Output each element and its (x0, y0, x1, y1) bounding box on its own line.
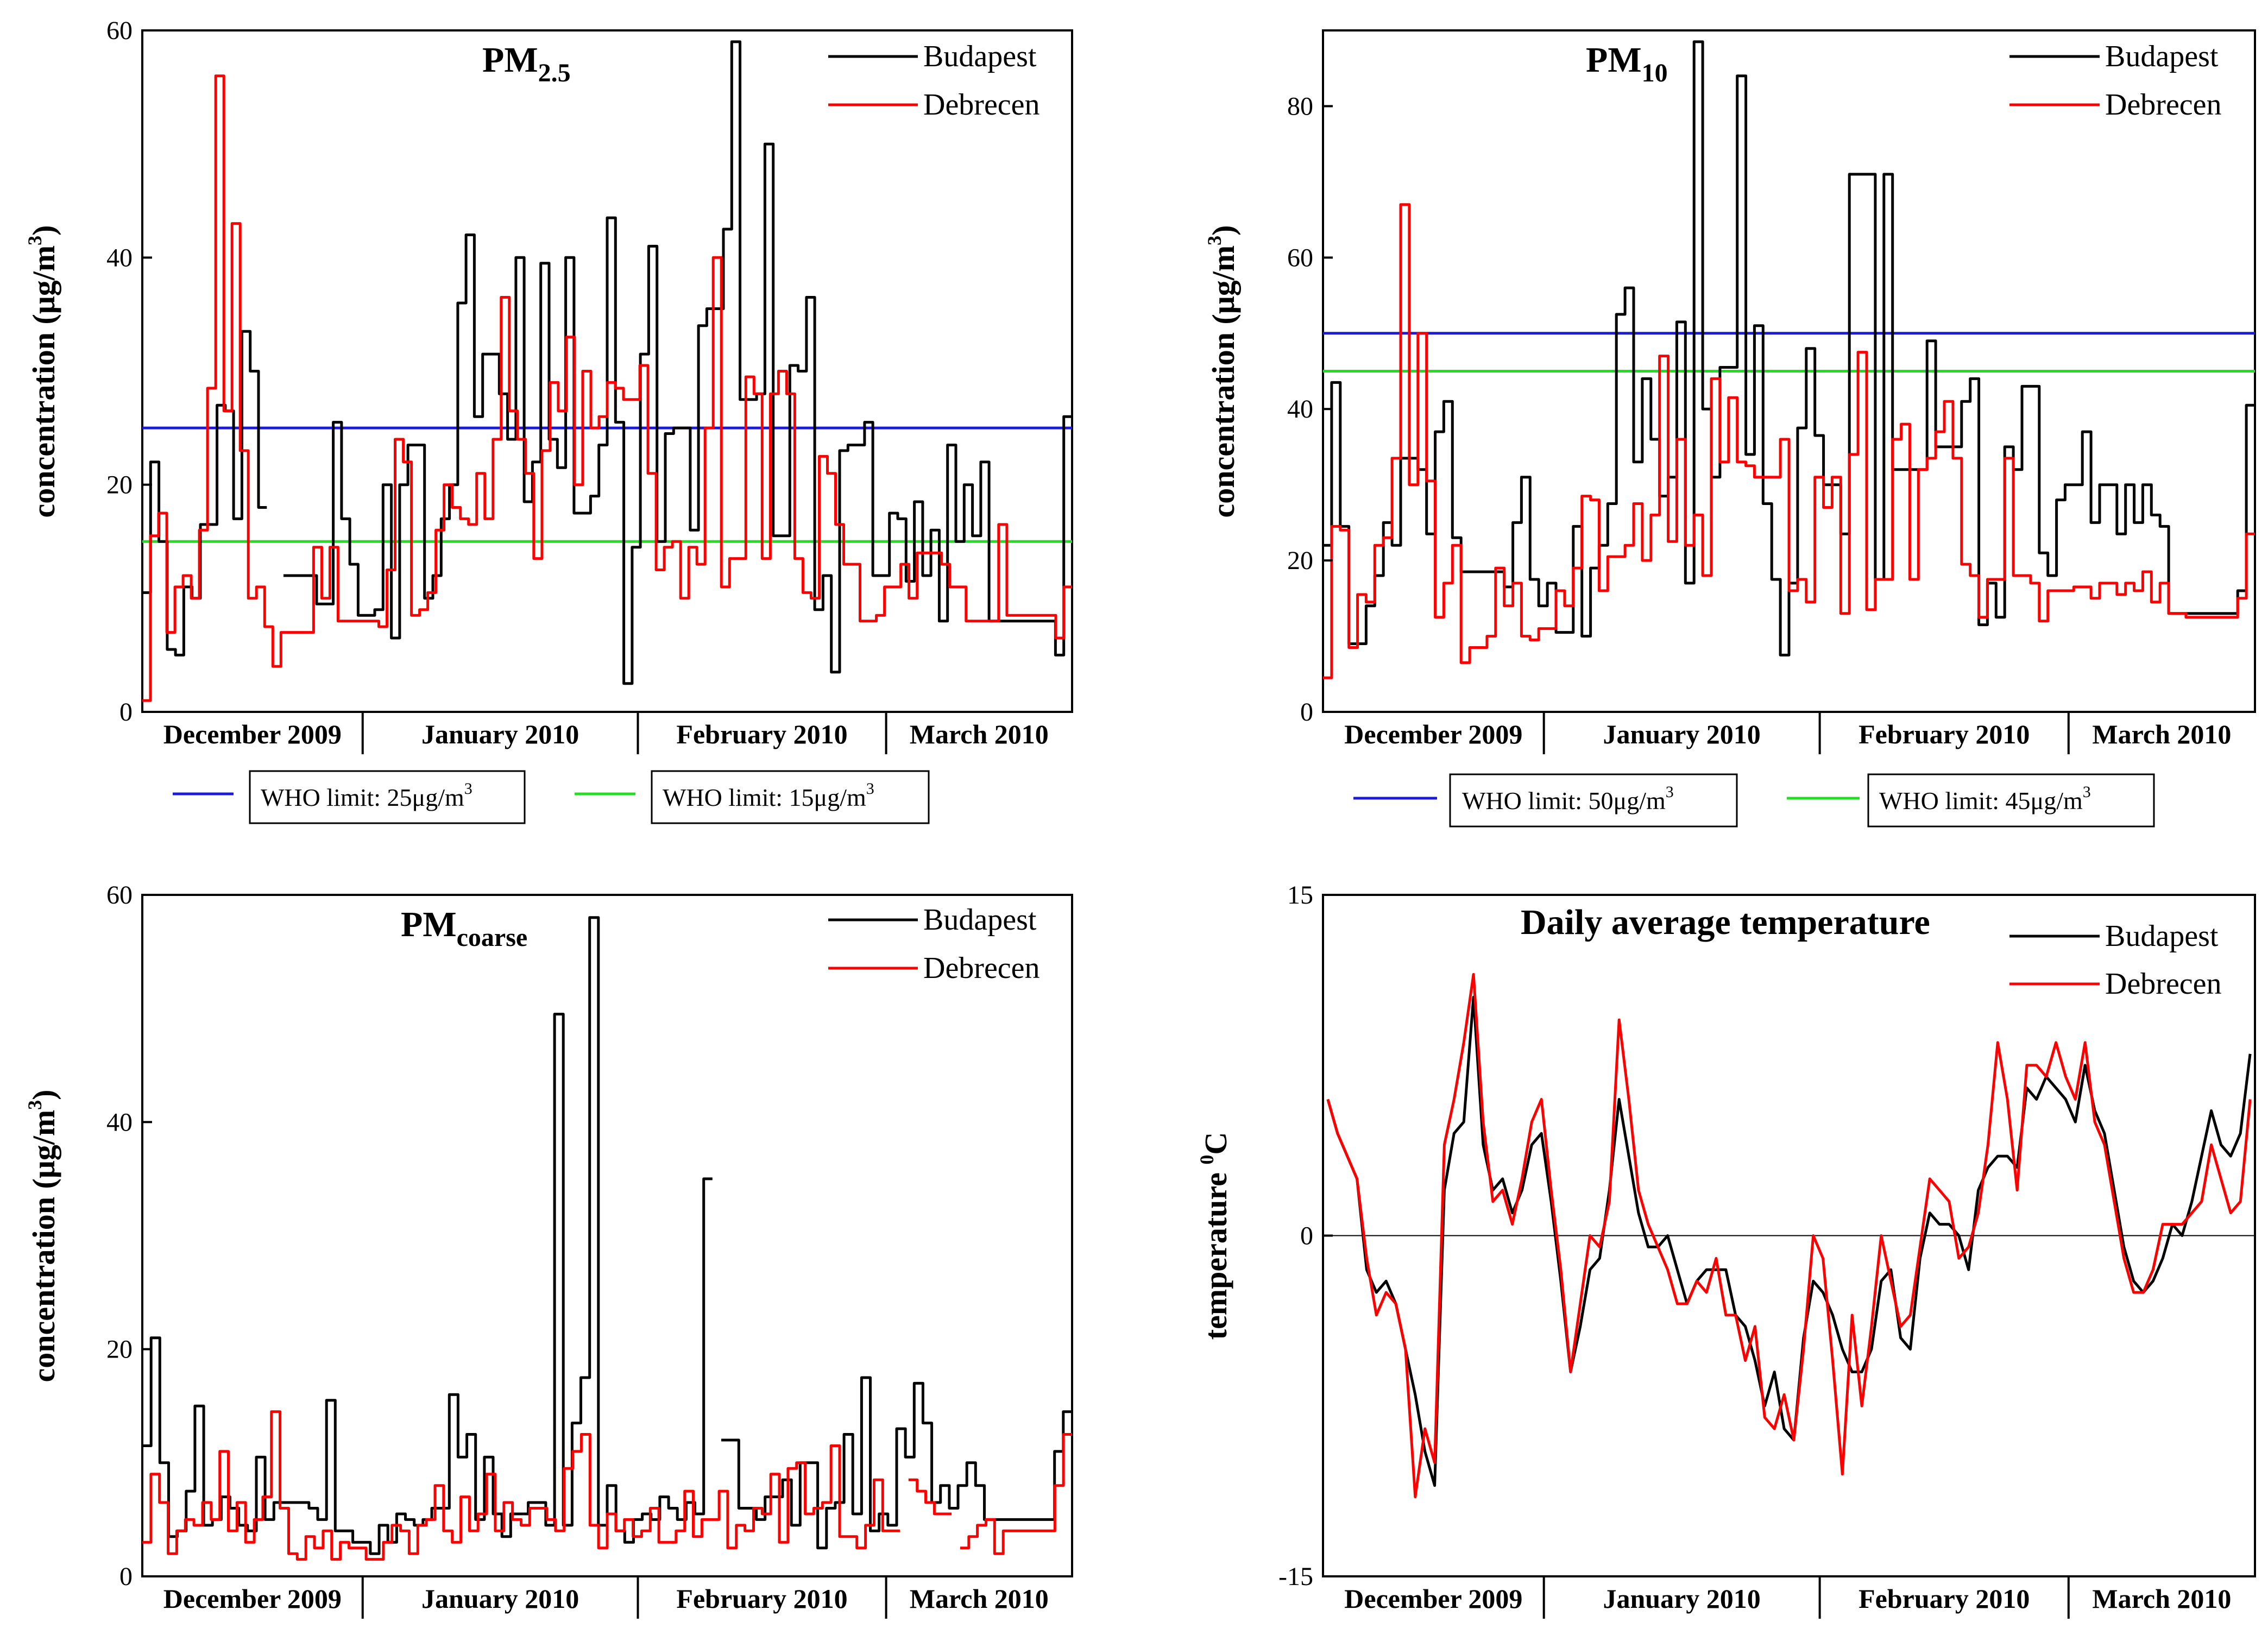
pm25-legend-debrecen: Debrecen (923, 88, 1040, 122)
pm10-ylabel: concentration (μg/m3) (1204, 225, 1241, 518)
pmcoarse-ytick-label: 40 (106, 1108, 133, 1137)
temperature-title: Daily average temperature (1521, 902, 1930, 942)
pm10-yaxis: 0 20 40 60 80 (1287, 92, 1333, 727)
pmcoarse-month-label: December 2009 (163, 1583, 342, 1614)
pmcoarse-month-label: March 2010 (910, 1583, 1049, 1614)
pm10-legend: Budapest Debrecen (2009, 40, 2222, 122)
pm25-ytick-label: 20 (106, 471, 133, 500)
pm25-who-green-label: WHO limit: 15μg/m3 (663, 780, 874, 811)
pm10-legend-debrecen: Debrecen (2105, 88, 2222, 122)
pm25-panel: 0 20 40 60 December 2009 January 2010 Februar… (24, 16, 1073, 824)
pmcoarse-legend: Budapest Debrecen (828, 903, 1040, 985)
pmcoarse-title: PMcoarse (401, 905, 527, 952)
pm10-who-green-box (1867, 773, 2155, 828)
pmcoarse-legend-budapest: Budapest (923, 903, 1037, 937)
pmcoarse-ytick-label: 60 (106, 881, 133, 910)
pm25-legend-budapest: Budapest (923, 40, 1037, 73)
pm10-series-debrecen (1323, 203, 2255, 679)
pm25-ylabel: concentration (μg/m3) (24, 225, 61, 518)
pm10-month-label: March 2010 (2092, 719, 2231, 749)
pm10-months: December 2009 January 2010 February 2010 Ma… (1344, 712, 2231, 754)
pmcoarse-panel: 0 20 40 60 December 2009 January 2010 Februar… (24, 881, 1073, 1619)
pm10-who-blue-label: WHO limit: 50μg/m3 (1462, 783, 1674, 815)
pm25-series (142, 40, 1072, 702)
temperature-ytick-label: -15 (1278, 1562, 1313, 1591)
temperature-legend-budapest: Budapest (2105, 919, 2219, 953)
pm10-ytick-label: 0 (1300, 698, 1313, 727)
pm25-who-blue-label: WHO limit: 25μg/m3 (261, 780, 472, 811)
pm25-legend: Budapest Debrecen (828, 40, 1040, 122)
pmcoarse-legend-debrecen: Debrecen (923, 951, 1040, 985)
pm10-series-budapest (1323, 40, 2255, 656)
pm25-months: December 2009 January 2010 February 2010 Ma… (163, 712, 1049, 754)
pm10-month-label: December 2009 (1344, 719, 1522, 749)
temperature-month-label: February 2010 (1858, 1583, 2030, 1614)
temperature-month-label: January 2010 (1603, 1583, 1761, 1614)
pmcoarse-series-budapest (142, 916, 1072, 1555)
pm25-who-green-box (651, 770, 930, 824)
temperature-panel: -15 0 15 December 2009 January 2010 February… (1196, 881, 2256, 1619)
pm10-month-label: January 2010 (1603, 719, 1761, 749)
pm25-who-blue-box (249, 770, 526, 824)
pm25-series-debrecen (142, 74, 1072, 702)
pm25-month-label: December 2009 (163, 719, 342, 749)
pmcoarse-ytick-label: 20 (106, 1335, 133, 1364)
pmcoarse-ytick-label: 0 (119, 1562, 133, 1591)
temperature-yaxis: -15 0 15 (1278, 881, 1333, 1591)
temperature-month-label: March 2010 (2092, 1583, 2231, 1614)
pm10-series (1323, 40, 2255, 679)
pm25-plot-frame (141, 29, 1073, 713)
pm25-month-label: January 2010 (421, 719, 579, 749)
pm10-who-blue-box (1449, 773, 1738, 828)
temperature-ytick-label: 15 (1287, 881, 1313, 910)
pmcoarse-ylabel: concentration (μg/m3) (24, 1090, 61, 1383)
pmcoarse-series-debrecen (142, 1410, 1072, 1561)
pm10-panel: 0 20 40 60 80 December 2009 January 2010 Febru… (1204, 29, 2256, 828)
pm10-ytick-label: 60 (1287, 243, 1313, 272)
temperature-ylabel: temperature 0C (1196, 1132, 1233, 1340)
pm10-month-label: February 2010 (1858, 719, 2030, 749)
temperature-months: December 2009 January 2010 February 2010 Ma… (1344, 1576, 2231, 1619)
pm10-who-green-label: WHO limit: 45μg/m3 (1879, 783, 2091, 815)
pm25-ytick-label: 0 (119, 698, 133, 727)
temperature-month-label: December 2009 (1344, 1583, 1522, 1614)
pm10-title: PM10 (1586, 40, 1668, 87)
pmcoarse-series (142, 916, 1072, 1561)
pm25-month-label: February 2010 (676, 719, 847, 749)
pmcoarse-month-label: January 2010 (421, 1583, 579, 1614)
pm25-ytick-label: 60 (106, 16, 133, 45)
pm25-series-budapest (142, 40, 1072, 685)
pm10-ytick-label: 20 (1287, 546, 1313, 575)
pmcoarse-yaxis: 0 20 40 60 (106, 881, 152, 1591)
pm10-legend-budapest: Budapest (2105, 40, 2219, 73)
pmcoarse-months: December 2009 January 2010 February 2010 Ma… (163, 1576, 1049, 1619)
pm25-yaxis: 0 20 40 60 (106, 16, 152, 727)
pmcoarse-plot-frame (141, 894, 1073, 1577)
pm10-ytick-label: 80 (1287, 92, 1313, 121)
pm10-hlines (1323, 332, 2255, 373)
temperature-legend-debrecen: Debrecen (2105, 967, 2222, 1001)
pm10-who-legend: WHO limit: 50μg/m3 WHO limit: 45μg/m3 (1353, 773, 2155, 828)
pmcoarse-month-label: February 2010 (676, 1583, 847, 1614)
temperature-series (1326, 973, 2252, 1499)
pm10-ytick-label: 40 (1287, 395, 1313, 424)
temperature-series-budapest (1326, 995, 2252, 1487)
pm25-title: PM2.5 (482, 40, 571, 87)
temperature-legend: Budapest Debrecen (2009, 919, 2222, 1001)
pm25-who-legend: WHO limit: 25μg/m3 WHO limit: 15μg/m3 (173, 770, 930, 824)
pm25-month-label: March 2010 (910, 719, 1049, 749)
temperature-ytick-label: 0 (1300, 1222, 1313, 1251)
temperature-series-debrecen (1326, 973, 2252, 1499)
pm25-ytick-label: 40 (106, 243, 133, 272)
